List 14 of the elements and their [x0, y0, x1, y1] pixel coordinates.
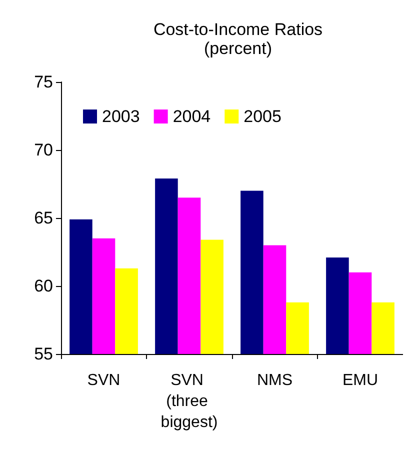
y-tick-label: 65: [34, 208, 53, 228]
y-tick-label: 55: [34, 344, 53, 364]
x-tick-label: SVN: [87, 372, 120, 389]
x-tick-label: SVN (three biggest): [160, 372, 218, 431]
legend-label: 2005: [244, 107, 282, 126]
y-tick-label: 70: [34, 140, 53, 160]
y-tick-label: 75: [34, 72, 53, 92]
x-tick-label: EMU: [342, 372, 378, 389]
x-tick-label: NMS: [256, 372, 293, 389]
legend-label: 2003: [102, 107, 140, 126]
y-tick-label: 60: [34, 276, 53, 296]
chart-title: Cost-to-Income Ratios: [153, 20, 323, 39]
chart-subtitle: (percent): [204, 39, 272, 58]
legend-label: 2004: [172, 107, 211, 126]
